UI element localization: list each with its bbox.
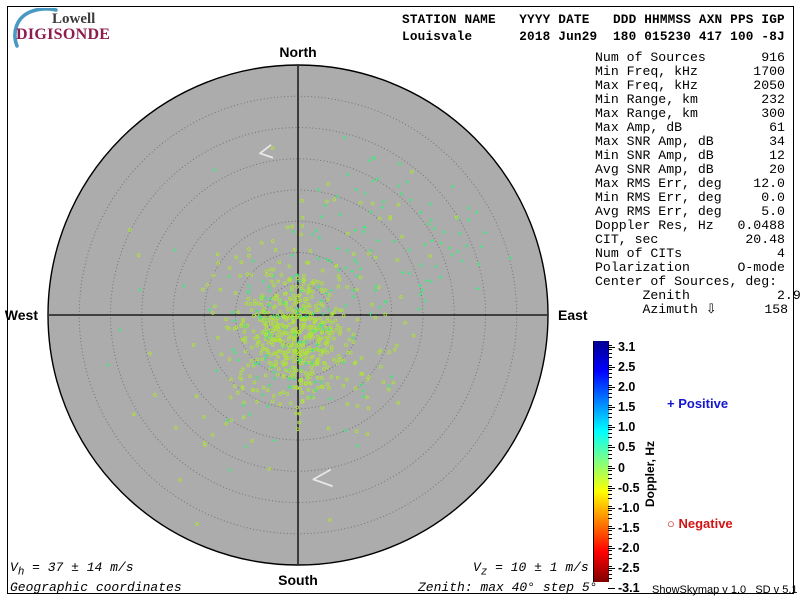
svg-text:North: North xyxy=(279,44,316,60)
svg-text:West: West xyxy=(5,307,39,323)
svg-text:South: South xyxy=(278,572,318,588)
svg-text:East: East xyxy=(558,307,588,323)
